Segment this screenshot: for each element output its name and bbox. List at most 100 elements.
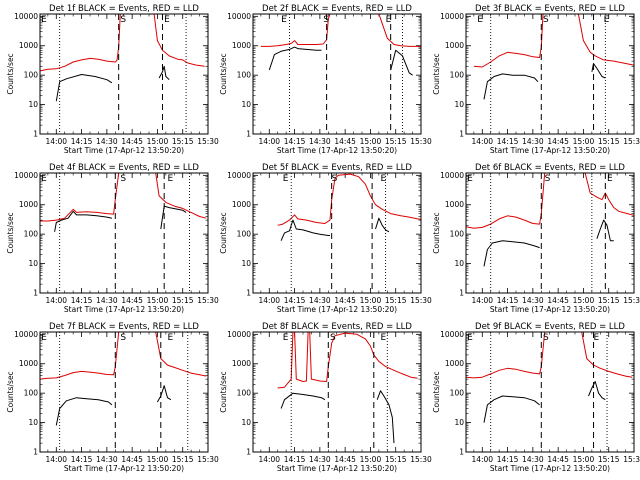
y-tick-label: 10 [454,418,464,427]
x-tick-label: 14:00 [258,137,280,146]
start-marker-label: S [543,333,549,343]
y-tick-label: 10000 [227,171,251,180]
x-axis-label: Start Time (17-Apr-12 13:50:20) [490,146,610,155]
events-series-line [54,210,113,232]
x-tick-label: 14:30 [309,137,331,146]
x-tick-label: 14:30 [522,455,544,464]
panel-title: Det 9f BLACK = Events, RED = LLD [475,322,625,332]
y-axis-label: Counts/sec [6,53,15,94]
x-axis-label: Start Time (17-Apr-12 13:50:20) [64,146,184,155]
x-tick-label: 14:45 [121,455,143,464]
x-tick-label: 14:45 [334,455,356,464]
x-tick-label: 15:15 [385,137,407,146]
plot-frame [252,13,422,135]
x-tick-label: 15:00 [147,296,169,305]
panel-title: Det 5f BLACK = Events, RED = LLD [262,163,412,173]
events-series-line [268,46,322,71]
start-marker-label: S [120,174,126,184]
plot-frame [39,172,209,294]
plot-area [40,14,205,102]
events-series-line [596,219,614,242]
x-tick-label: 15:00 [573,455,595,464]
start-marker-label: S [543,15,549,25]
y-tick-label: 10000 [14,330,38,339]
plot-area [466,332,633,423]
x-tick-label: 14:30 [96,137,118,146]
events-series-line [483,395,540,423]
y-tick-label: 10000 [227,330,251,339]
y-tick-label: 10000 [440,330,464,339]
lld-series-line [155,173,207,219]
panel: Det 7f BLACK = Events, RED = LLD 1 10 100 10… [6,322,219,473]
y-tick-label: 1000 [445,41,464,50]
plot-frame [39,331,209,453]
x-tick-label: 15:30 [410,455,432,464]
y-tick-label: 1000 [232,200,251,209]
events-series-line [160,205,187,230]
end-marker-label: E [164,15,170,25]
lld-series-line [155,332,207,377]
x-axis-label: Start Time (17-Apr-12 13:50:20) [64,464,184,473]
x-tick-label: 15:15 [598,455,620,464]
plot-area [277,173,421,241]
x-tick-label: 14:30 [522,137,544,146]
x-tick-label: 14:45 [334,137,356,146]
plot-frame [465,331,635,453]
x-tick-label: 15:15 [598,137,620,146]
y-tick-label: 100 [24,389,39,398]
y-tick-label: 100 [450,71,465,80]
x-tick-label: 14:15 [284,296,306,305]
x-tick-label: 14:00 [471,296,493,305]
end-marker-label: E [41,333,47,343]
end-marker-label: E [41,15,47,25]
x-tick-label: 14:30 [309,455,331,464]
y-tick-label: 10000 [14,12,38,21]
plot-area [466,173,634,267]
lld-series-line [277,332,418,389]
panel-title: Det 7f BLACK = Events, RED = LLD [49,322,199,332]
x-axis-label: Start Time (17-Apr-12 13:50:20) [490,305,610,314]
lld-series-line [40,173,120,222]
events-series-line [376,390,395,444]
lld-series-line [473,14,544,68]
x-tick-label: 14:30 [522,296,544,305]
y-tick-label: 10000 [14,171,38,180]
panel: Det 6f BLACK = Events, RED = LLD 1 10 100 10… [432,163,640,314]
lld-series-line [277,173,421,226]
x-tick-label: 14:00 [45,296,67,305]
plot-frame [39,13,209,135]
end-marker-label: E [607,174,613,184]
x-tick-label: 14:45 [547,455,569,464]
plot-area [40,332,207,426]
x-tick-label: 15:00 [573,137,595,146]
panel-title: Det 2f BLACK = Events, RED = LLD [262,4,412,14]
y-tick-label: 1000 [445,359,464,368]
x-tick-label: 15:30 [197,137,219,146]
lld-series-line [584,173,634,216]
x-tick-label: 14:00 [258,455,280,464]
x-axis-label: Start Time (17-Apr-12 13:50:20) [277,305,397,314]
events-series-line [483,240,540,267]
x-tick-label: 14:30 [309,296,331,305]
x-tick-label: 15:00 [360,137,382,146]
panel: Det 3f BLACK = Events, RED = LLD 1 10 100 10… [432,4,640,155]
panel-title: Det 4f BLACK = Events, RED = LLD [49,163,199,173]
plot-frame [465,13,635,135]
x-tick-label: 14:00 [258,296,280,305]
y-tick-label: 100 [24,230,39,239]
x-tick-label: 14:15 [497,137,519,146]
y-tick-label: 100 [450,230,465,239]
x-tick-label: 14:15 [284,455,306,464]
start-marker-label: S [332,174,338,184]
y-tick-label: 10 [241,100,251,109]
x-tick-label: 15:15 [172,137,194,146]
x-tick-label: 15:30 [197,296,219,305]
x-tick-label: 14:15 [497,455,519,464]
events-series-line [390,49,413,76]
start-marker-label: S [545,174,551,184]
y-tick-label: 10000 [440,12,464,21]
lld-series-line [466,332,546,379]
x-axis-label: Start Time (17-Apr-12 13:50:20) [277,146,397,155]
x-tick-label: 15:15 [385,296,407,305]
end-marker-label: E [283,174,289,184]
